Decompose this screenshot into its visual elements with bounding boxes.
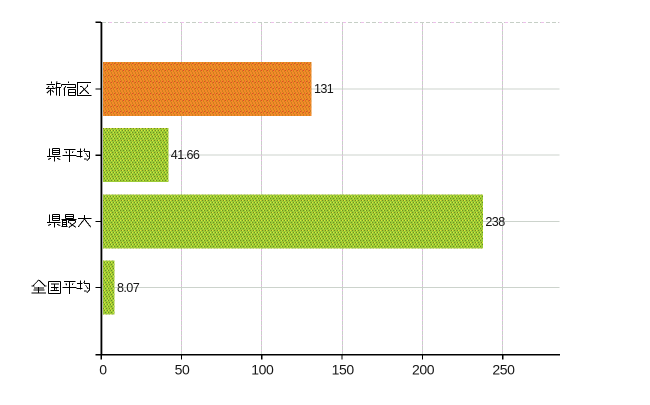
svg-text:0: 0 <box>99 362 107 378</box>
svg-text:150: 150 <box>332 362 355 378</box>
svg-text:100: 100 <box>251 362 274 378</box>
svg-text:8.07: 8.07 <box>117 281 140 295</box>
svg-text:131: 131 <box>314 82 334 96</box>
svg-text:200: 200 <box>412 362 435 378</box>
svg-text:41.66: 41.66 <box>171 148 200 162</box>
svg-text:238: 238 <box>485 215 505 229</box>
svg-text:50: 50 <box>175 362 190 378</box>
svg-text:250: 250 <box>492 362 515 378</box>
